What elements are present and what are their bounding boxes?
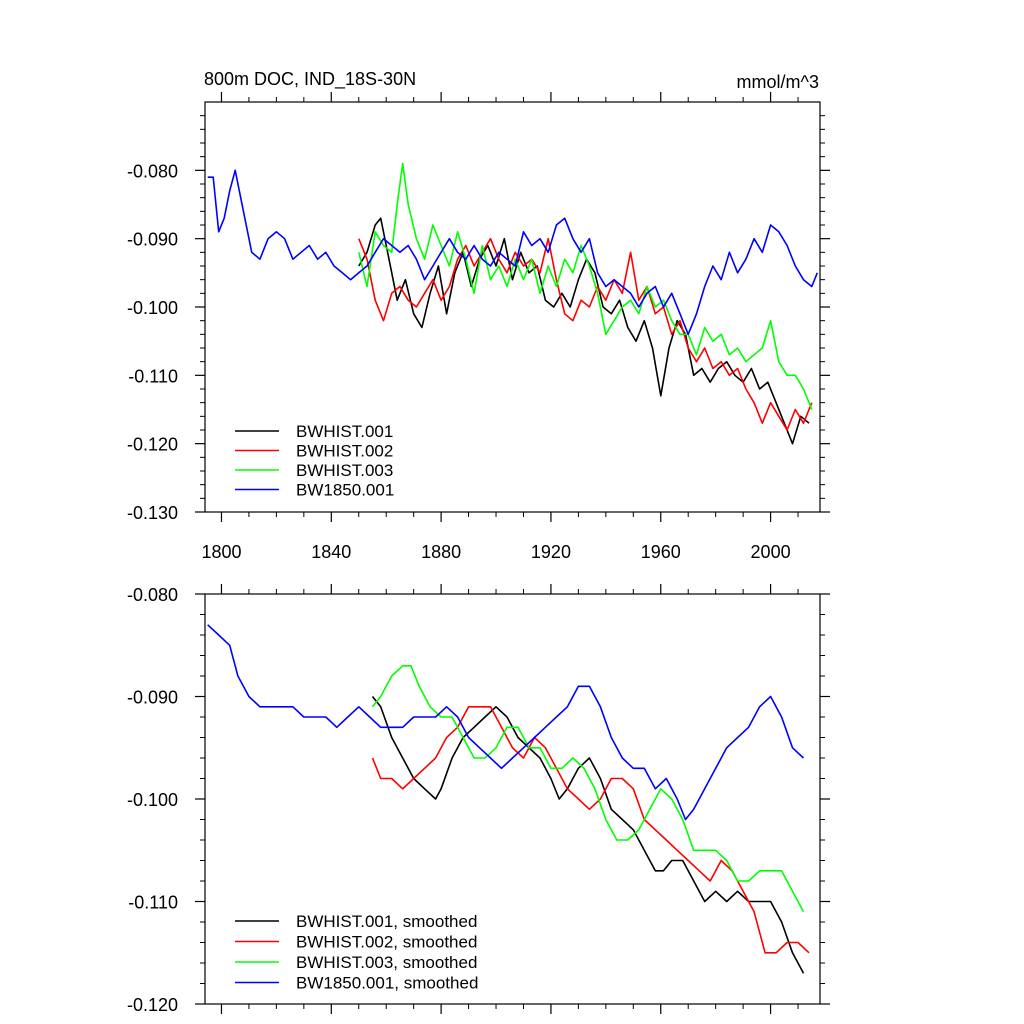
top-xtick-label: 2000 <box>751 542 791 562</box>
bottom-panel: -0.080 -0.090 -0.100 -0.110 -0.120 BWHIST.00… <box>127 584 830 1015</box>
bottom-legend-label-3: BWHIST.003, smoothed <box>296 953 477 972</box>
top-legend-label-1: BWHIST.001 <box>296 422 393 441</box>
top-xtick-label: 1880 <box>421 542 461 562</box>
bottom-legend-label-4: BW1850.001, smoothed <box>296 974 478 993</box>
top-ytick-label: -0.130 <box>127 503 178 523</box>
top-series-line-1 <box>358 217 810 445</box>
bottom-ticks: -0.080 -0.090 -0.100 -0.110 -0.120 <box>127 584 830 1015</box>
top-xtick-label: 1960 <box>641 542 681 562</box>
bottom-ytick-label: -0.080 <box>127 585 178 605</box>
top-lines <box>207 162 819 445</box>
top-ytick-label: -0.110 <box>128 366 178 386</box>
top-xtick-label: 1840 <box>311 542 351 562</box>
top-series-line-2 <box>358 237 813 431</box>
bottom-ytick-label: -0.090 <box>127 688 178 708</box>
top-title: 800m DOC, IND_18S-30N <box>204 69 416 90</box>
bottom-series-line-3 <box>371 664 805 913</box>
bottom-legend-label-1: BWHIST.001, smoothed <box>296 912 477 931</box>
bottom-lines <box>207 624 810 974</box>
top-legend-label-3: BWHIST.003 <box>296 461 393 480</box>
bottom-series-line-1 <box>371 696 805 974</box>
top-xtick-label: 1920 <box>531 542 571 562</box>
top-xtick-label: 1800 <box>201 542 241 562</box>
top-panel: 800m DOC, IND_18S-30N mmol/m^3 1800 1840 1… <box>127 69 830 562</box>
top-ytick-label: -0.090 <box>127 230 178 250</box>
bottom-ytick-label: -0.110 <box>128 893 178 913</box>
bottom-series-line-4 <box>207 624 805 821</box>
bottom-legend: BWHIST.001, smoothed BWHIST.002, smoothed… <box>235 912 478 993</box>
top-ytick-label: -0.080 <box>127 161 178 181</box>
top-legend-label-2: BWHIST.002 <box>296 442 393 461</box>
bottom-ytick-label: -0.100 <box>127 790 178 810</box>
bottom-legend-label-2: BWHIST.002, smoothed <box>296 933 477 952</box>
top-series-line-4 <box>207 169 819 336</box>
top-series-line-3 <box>358 162 813 410</box>
top-legend-label-4: BW1850.001 <box>296 481 394 500</box>
top-ytick-label: -0.120 <box>127 435 178 455</box>
top-units: mmol/m^3 <box>737 72 819 92</box>
top-ticks: 1800 1840 1880 1920 1960 2000 -0.080 -0.090 -0.1… <box>127 92 830 562</box>
top-ytick-label: -0.100 <box>127 298 178 318</box>
bottom-ytick-label: -0.120 <box>127 995 178 1015</box>
